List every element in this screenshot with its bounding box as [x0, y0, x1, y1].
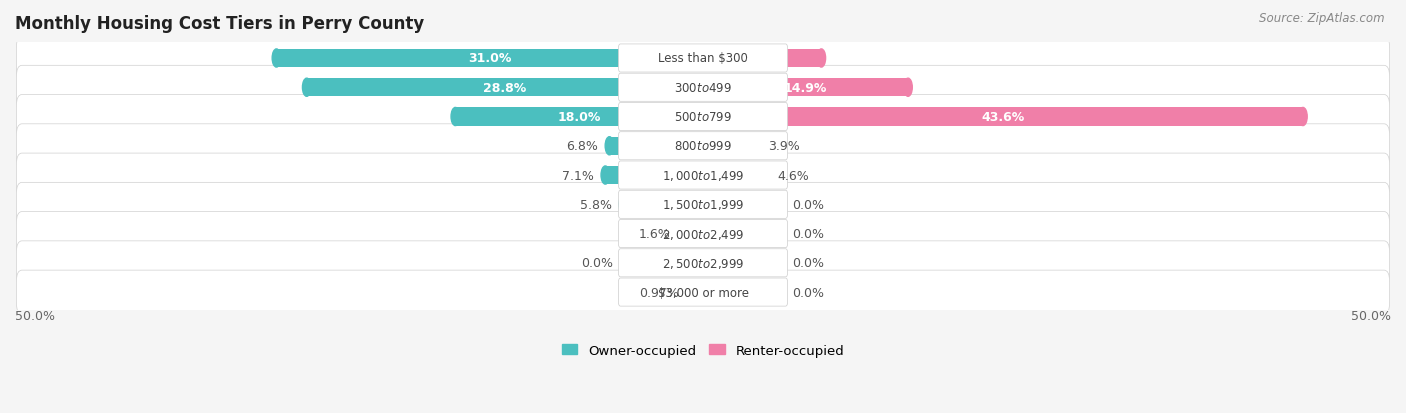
FancyBboxPatch shape	[17, 183, 1389, 227]
Text: 3.9%: 3.9%	[768, 140, 800, 153]
Text: Less than $300: Less than $300	[658, 52, 748, 65]
FancyBboxPatch shape	[619, 103, 787, 131]
Text: 50.0%: 50.0%	[1351, 309, 1391, 322]
FancyBboxPatch shape	[17, 66, 1389, 110]
Circle shape	[619, 196, 627, 214]
FancyBboxPatch shape	[619, 161, 787, 190]
Circle shape	[762, 166, 770, 185]
FancyBboxPatch shape	[17, 271, 1389, 314]
Text: $500 to $799: $500 to $799	[673, 111, 733, 124]
FancyBboxPatch shape	[17, 154, 1389, 197]
Bar	[703, 50, 821, 68]
Text: 14.9%: 14.9%	[783, 81, 827, 95]
Text: $1,500 to $1,999: $1,500 to $1,999	[662, 198, 744, 212]
Text: 6.8%: 6.8%	[567, 140, 599, 153]
FancyBboxPatch shape	[619, 220, 787, 248]
Legend: Owner-occupied, Renter-occupied: Owner-occupied, Renter-occupied	[557, 339, 849, 362]
Circle shape	[451, 108, 460, 126]
FancyBboxPatch shape	[17, 212, 1389, 256]
Text: 0.0%: 0.0%	[793, 286, 824, 299]
FancyBboxPatch shape	[619, 278, 787, 306]
Bar	[681, 225, 703, 243]
Circle shape	[1299, 108, 1308, 126]
FancyBboxPatch shape	[619, 133, 787, 160]
Bar	[277, 50, 703, 68]
Text: $2,500 to $2,999: $2,500 to $2,999	[662, 256, 744, 270]
Text: $1,000 to $1,499: $1,000 to $1,499	[662, 169, 744, 183]
Text: $2,000 to $2,499: $2,000 to $2,499	[662, 227, 744, 241]
Bar	[456, 108, 703, 126]
Circle shape	[273, 50, 281, 68]
Bar	[307, 79, 703, 97]
Text: 50.0%: 50.0%	[15, 309, 55, 322]
Text: 5.8%: 5.8%	[581, 198, 612, 211]
Text: $300 to $499: $300 to $499	[673, 81, 733, 95]
FancyBboxPatch shape	[619, 249, 787, 277]
FancyBboxPatch shape	[17, 241, 1389, 285]
Circle shape	[685, 283, 695, 301]
Text: Source: ZipAtlas.com: Source: ZipAtlas.com	[1260, 12, 1385, 25]
Bar	[703, 166, 766, 185]
Text: $800 to $999: $800 to $999	[673, 140, 733, 153]
Text: 4.6%: 4.6%	[778, 169, 808, 182]
Circle shape	[752, 138, 761, 155]
Text: 0.0%: 0.0%	[793, 198, 824, 211]
FancyBboxPatch shape	[619, 74, 787, 102]
Text: 0.0%: 0.0%	[582, 257, 613, 270]
Bar	[623, 196, 703, 214]
Bar	[609, 138, 703, 155]
Text: 8.6%: 8.6%	[745, 52, 779, 65]
Bar	[703, 138, 756, 155]
FancyBboxPatch shape	[17, 124, 1389, 169]
Circle shape	[904, 79, 912, 97]
FancyBboxPatch shape	[619, 45, 787, 73]
Text: 28.8%: 28.8%	[484, 81, 526, 95]
FancyBboxPatch shape	[619, 191, 787, 219]
Text: Monthly Housing Cost Tiers in Perry County: Monthly Housing Cost Tiers in Perry Coun…	[15, 15, 425, 33]
Text: 0.97%: 0.97%	[638, 286, 679, 299]
Circle shape	[605, 138, 613, 155]
Bar	[606, 166, 703, 185]
Circle shape	[302, 79, 311, 97]
Text: 18.0%: 18.0%	[557, 111, 600, 124]
Text: 31.0%: 31.0%	[468, 52, 512, 65]
Text: 0.0%: 0.0%	[793, 228, 824, 240]
FancyBboxPatch shape	[17, 37, 1389, 81]
Text: 0.0%: 0.0%	[793, 257, 824, 270]
Text: $3,000 or more: $3,000 or more	[658, 286, 748, 299]
Circle shape	[817, 50, 825, 68]
Text: 1.6%: 1.6%	[638, 228, 671, 240]
Text: 43.6%: 43.6%	[981, 111, 1025, 124]
Circle shape	[600, 166, 610, 185]
FancyBboxPatch shape	[17, 95, 1389, 139]
Circle shape	[676, 225, 685, 243]
Bar	[703, 108, 1303, 126]
Bar	[703, 79, 908, 97]
Bar	[690, 283, 703, 301]
Text: 7.1%: 7.1%	[562, 169, 595, 182]
